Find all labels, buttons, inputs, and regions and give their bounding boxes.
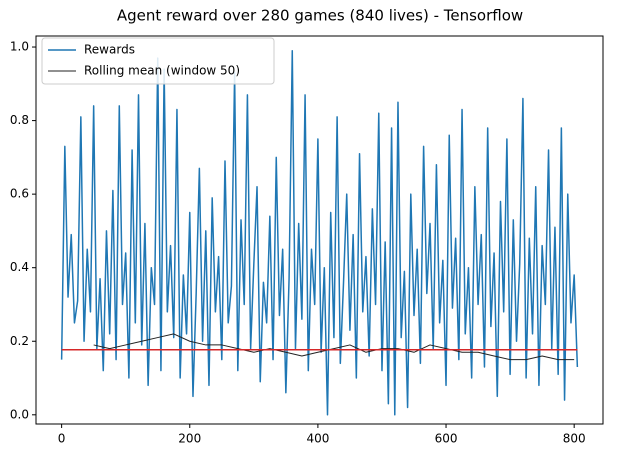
series-line: [60, 49, 579, 416]
x-tick-label: 0: [58, 432, 66, 446]
legend-label: Rewards: [84, 43, 135, 57]
x-tick-label: 600: [435, 432, 458, 446]
x-tick-label: 200: [178, 432, 201, 446]
y-tick-label: 0.8: [10, 113, 29, 127]
x-tick-label: 800: [563, 432, 586, 446]
plot-frame: [35, 35, 604, 425]
legend: Rewards Rolling mean (window 50): [41, 37, 275, 85]
chart-title: Agent reward over 280 games (840 lives) …: [117, 7, 523, 25]
y-tick-label: 0.4: [10, 260, 29, 274]
series-line: [93, 333, 575, 361]
y-tick-label: 0.0: [10, 407, 29, 421]
y-tick-label: 0.2: [10, 334, 29, 348]
x-tick-label: 400: [306, 432, 329, 446]
y-tick-label: 0.6: [10, 187, 29, 201]
y-tick-label: 1.0: [10, 40, 29, 54]
legend-box: [41, 37, 275, 85]
legend-label: Rolling mean (window 50): [84, 64, 240, 78]
